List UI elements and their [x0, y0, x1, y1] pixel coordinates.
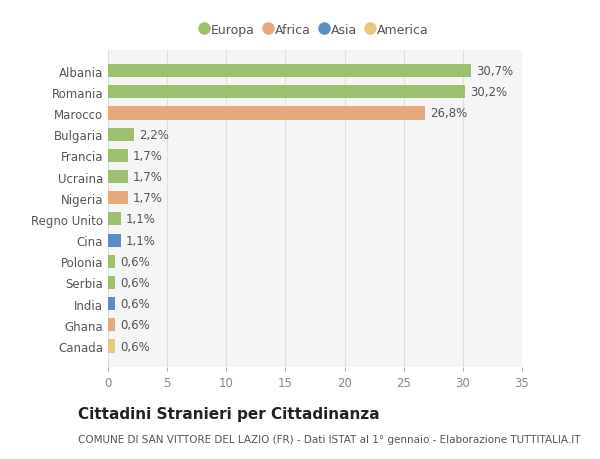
Text: 2,2%: 2,2% [139, 129, 169, 141]
Text: Cittadini Stranieri per Cittadinanza: Cittadini Stranieri per Cittadinanza [78, 406, 380, 421]
Bar [108, 171, 128, 184]
Text: COMUNE DI SAN VITTORE DEL LAZIO (FR) - Dati ISTAT al 1° gennaio - Elaborazione T: COMUNE DI SAN VITTORE DEL LAZIO (FR) - D… [78, 434, 581, 444]
Bar [108, 234, 121, 247]
Bar [108, 255, 115, 268]
Bar [108, 276, 115, 289]
Bar [108, 150, 128, 162]
Bar [108, 107, 425, 120]
Text: 26,8%: 26,8% [430, 107, 467, 120]
Bar [108, 129, 134, 141]
Text: 0,6%: 0,6% [120, 255, 149, 268]
Bar [108, 213, 121, 226]
Text: 0,6%: 0,6% [120, 319, 149, 331]
Text: 0,6%: 0,6% [120, 276, 149, 289]
Text: 30,7%: 30,7% [476, 65, 513, 78]
Bar [108, 340, 115, 353]
Legend: Europa, Africa, Asia, America: Europa, Africa, Asia, America [196, 19, 434, 42]
Bar [108, 86, 465, 99]
Text: 1,7%: 1,7% [133, 150, 163, 162]
Text: 1,7%: 1,7% [133, 171, 163, 184]
Text: 0,6%: 0,6% [120, 340, 149, 353]
Text: 0,6%: 0,6% [120, 297, 149, 310]
Text: 1,1%: 1,1% [126, 213, 155, 226]
Text: 1,7%: 1,7% [133, 192, 163, 205]
Text: 1,1%: 1,1% [126, 234, 155, 247]
Text: 30,2%: 30,2% [470, 86, 507, 99]
Bar [108, 297, 115, 311]
Bar [108, 192, 128, 205]
Bar [108, 319, 115, 332]
Bar [108, 65, 471, 78]
